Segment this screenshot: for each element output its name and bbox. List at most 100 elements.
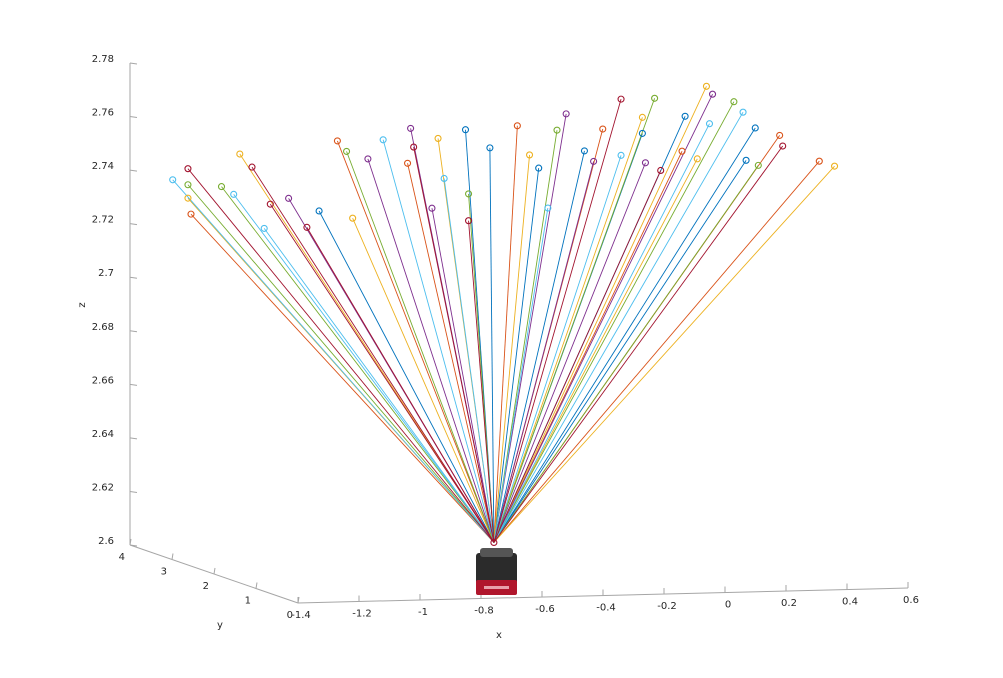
- ray: [407, 163, 495, 543]
- x-tick-label: -1.2: [352, 609, 372, 620]
- x-tick-label: -0.8: [474, 606, 494, 617]
- sensor: [476, 548, 517, 595]
- origin-point: [490, 538, 498, 547]
- endpoint: [434, 134, 442, 142]
- sensor-top: [480, 548, 513, 557]
- y-tick-label: 4: [119, 552, 125, 563]
- endpoint: [754, 161, 762, 169]
- ray: [493, 123, 710, 543]
- z-tick: [129, 116, 138, 119]
- ray: [493, 86, 707, 543]
- x-tick-label: -0.6: [535, 604, 555, 615]
- x-axis-label: x: [496, 630, 502, 641]
- y-tick: [213, 567, 216, 575]
- z-tick: [129, 544, 138, 547]
- ray: [493, 93, 713, 543]
- endpoint: [461, 126, 470, 134]
- ray: [493, 162, 646, 543]
- endpoint: [641, 159, 650, 167]
- endpoint: [285, 194, 293, 202]
- endpoint: [580, 147, 589, 155]
- ray: [233, 194, 495, 543]
- ray: [443, 178, 495, 543]
- endpoint: [657, 166, 665, 174]
- ray: [493, 127, 756, 543]
- endpoint: [678, 147, 686, 155]
- z-tick: [129, 62, 138, 65]
- ray: [172, 179, 495, 543]
- x-tick-label: -0.4: [596, 603, 616, 614]
- endpoint: [525, 151, 534, 159]
- ray: [382, 139, 495, 543]
- endpoint: [410, 143, 418, 151]
- endpoint: [779, 142, 787, 150]
- z-tick-label: 2.68: [92, 322, 114, 333]
- endpoint: [651, 94, 659, 102]
- ray: [318, 210, 495, 543]
- ray: [493, 155, 622, 543]
- ray: [493, 161, 595, 543]
- endpoint: [638, 113, 646, 121]
- endpoint: [184, 165, 192, 173]
- endpoint: [464, 217, 473, 225]
- x-tick-label: 0.6: [903, 595, 919, 606]
- endpoint: [303, 223, 311, 231]
- z-axis-label: z: [77, 302, 88, 307]
- endpoint: [553, 126, 561, 134]
- ray: [489, 147, 495, 543]
- ray: [221, 186, 495, 543]
- y-tick-label: 0: [287, 610, 293, 621]
- endpoint: [440, 174, 448, 183]
- ray: [431, 208, 495, 543]
- z-tick-label: 2.76: [92, 108, 114, 119]
- ray: [493, 154, 530, 543]
- ray: [187, 184, 495, 543]
- z-tick-label: 2.72: [92, 215, 114, 226]
- endpoint: [617, 95, 625, 103]
- y-tick: [171, 553, 174, 560]
- endpoint: [815, 157, 823, 165]
- endpoint: [702, 82, 711, 90]
- ray: [493, 158, 698, 543]
- endpoint: [739, 108, 747, 116]
- ray: [346, 151, 495, 543]
- endpoint: [236, 150, 244, 158]
- endpoint: [708, 90, 717, 98]
- ray: [493, 117, 643, 543]
- z-tick: [129, 276, 138, 279]
- endpoint: [705, 120, 714, 128]
- endpoint: [486, 144, 494, 152]
- endpoint: [590, 157, 598, 165]
- y-axis-label: y: [217, 620, 223, 631]
- ray: [493, 160, 820, 543]
- sensor-logo: [484, 586, 509, 589]
- x-tick-label: -1: [418, 607, 428, 618]
- ray: [493, 160, 747, 543]
- endpoint: [333, 137, 341, 145]
- endpoint: [638, 129, 646, 137]
- ray: [493, 130, 558, 543]
- endpoint: [187, 210, 195, 218]
- ray: [352, 218, 495, 543]
- endpoint: [599, 125, 607, 133]
- endpoint: [169, 176, 177, 184]
- ray: [493, 101, 735, 543]
- endpoint: [184, 181, 192, 189]
- ray: [190, 213, 495, 543]
- endpoint: [315, 207, 323, 215]
- z-tick: [129, 330, 138, 333]
- ray: [493, 165, 759, 543]
- z-tick: [129, 383, 138, 386]
- ray: [493, 113, 567, 543]
- ray: [493, 111, 744, 543]
- ray: [306, 227, 495, 543]
- z-tick: [129, 490, 138, 493]
- endpoint: [260, 224, 268, 232]
- ray: [263, 228, 495, 543]
- ray: [336, 140, 495, 543]
- y-tick-label: 2: [203, 581, 209, 592]
- x-tick-label: 0.2: [781, 598, 797, 609]
- endpoint: [693, 155, 701, 163]
